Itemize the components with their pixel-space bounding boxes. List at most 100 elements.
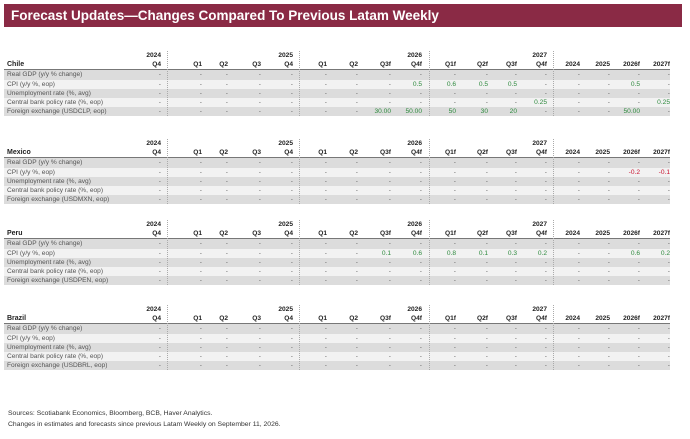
- year-header-row: 2024 2025 2026 2027: [4, 305, 670, 314]
- table-cell: -: [158, 277, 161, 285]
- year-header-row: 2024 2025 2026 2027: [4, 51, 670, 60]
- table-cell: -: [158, 108, 161, 116]
- column-header: Q2: [349, 230, 358, 238]
- table-cell: -: [388, 89, 391, 97]
- column-header: Q1: [318, 230, 327, 238]
- year-divider: [167, 139, 168, 205]
- table-cell: -: [544, 362, 547, 370]
- year-label: 2025: [278, 140, 293, 147]
- column-header: Q4: [284, 230, 293, 238]
- column-header: Q1: [193, 149, 202, 157]
- table-cell: -: [324, 267, 327, 275]
- table-cell: -: [388, 343, 391, 351]
- table-cell: -: [419, 71, 422, 79]
- table-cell: -: [607, 258, 610, 266]
- table-cell: -: [388, 177, 391, 185]
- table-cell: -: [577, 325, 580, 333]
- year-divider: [553, 139, 554, 205]
- table-cell: -: [637, 325, 640, 333]
- table-cell: -: [577, 168, 580, 176]
- table-cell: -: [199, 325, 202, 333]
- table-row: Unemployment rate (%, avg) - - - - - - - - - - - - - -…: [4, 257, 670, 267]
- table-cell: -: [225, 258, 228, 266]
- table-cell: -: [290, 334, 293, 342]
- table-cell: -: [453, 334, 456, 342]
- table-cell: -: [544, 240, 547, 248]
- table-cell: -: [290, 325, 293, 333]
- table-cell: -: [258, 108, 261, 116]
- table-cell: -: [419, 240, 422, 248]
- table-cell: -: [544, 80, 547, 88]
- year-label: 2024: [146, 140, 161, 147]
- column-header: Q3f: [506, 149, 517, 157]
- table-cell: -: [637, 277, 640, 285]
- table-cell: -: [544, 343, 547, 351]
- table-cell: -: [290, 258, 293, 266]
- table-cell: -: [355, 108, 358, 116]
- year-label: 2027: [532, 140, 547, 147]
- table-row: CPI (y/y %, eop) - - - - - - - - - - - - - - - -0.2 -0.1: [4, 167, 670, 177]
- table-cell: -: [258, 267, 261, 275]
- table-cell: -: [355, 196, 358, 204]
- table-cell: -: [388, 325, 391, 333]
- country-label: Chile: [7, 61, 25, 69]
- table-cell: -: [158, 325, 161, 333]
- column-header: 2024: [565, 230, 580, 238]
- year-divider: [299, 139, 300, 205]
- column-header: 2025: [595, 230, 610, 238]
- column-header: Q1: [193, 61, 202, 69]
- table-row: Foreign exchange (USDCLP, eop) - - - - - - - 30.…: [4, 107, 670, 117]
- row-label: Foreign exchange (USDMXN, eop): [7, 196, 110, 204]
- column-header: 2025: [595, 61, 610, 69]
- year-divider: [553, 51, 554, 117]
- table-cell: -: [419, 196, 422, 204]
- table-cell: -: [667, 277, 670, 285]
- table-row: CPI (y/y %, eop) - - - - - - - 0.1 0.6 0.8 0.1 0.3 0.…: [4, 248, 670, 258]
- table-cell: -: [225, 334, 228, 342]
- column-header: Q4: [152, 61, 161, 69]
- table-cell: -: [514, 267, 517, 275]
- table-cell: -: [199, 352, 202, 360]
- table-cell: -: [577, 352, 580, 360]
- table-cell: -: [199, 362, 202, 370]
- column-header: Q4: [152, 230, 161, 238]
- table-cell: -: [667, 177, 670, 185]
- column-header: Q4: [284, 315, 293, 323]
- table-cell: -: [453, 343, 456, 351]
- table-cell: -: [544, 325, 547, 333]
- table-cell: -: [544, 177, 547, 185]
- table-cell: -: [388, 334, 391, 342]
- column-header: Q4f: [536, 61, 547, 69]
- table-cell: -: [577, 267, 580, 275]
- table-cell: -: [199, 80, 202, 88]
- table-cell: -: [355, 168, 358, 176]
- column-header: 2025: [595, 149, 610, 157]
- table-cell: -: [290, 240, 293, 248]
- row-label: CPI (y/y %, eop): [7, 249, 56, 257]
- year-divider: [429, 305, 430, 371]
- column-header: 2027f: [653, 230, 670, 238]
- row-label: CPI (y/y %, eop): [7, 80, 56, 88]
- table-cell: -: [637, 186, 640, 194]
- table-cell: 0.8: [446, 249, 456, 257]
- table-cell: -: [419, 352, 422, 360]
- year-divider: [167, 220, 168, 286]
- table-cell: -: [544, 186, 547, 194]
- column-header: Q2: [219, 61, 228, 69]
- table-cell: -: [514, 168, 517, 176]
- table-cell: -: [290, 168, 293, 176]
- table-cell: -: [258, 177, 261, 185]
- table-cell: -: [324, 343, 327, 351]
- table-cell: -: [637, 240, 640, 248]
- table-cell: -: [290, 343, 293, 351]
- table-cell: -: [485, 362, 488, 370]
- table-cell: -: [607, 177, 610, 185]
- column-header: Q1: [318, 61, 327, 69]
- table-cell: -: [158, 98, 161, 106]
- table-cell: -: [514, 334, 517, 342]
- table-cell: -: [453, 89, 456, 97]
- table-cell: -: [324, 108, 327, 116]
- table-cell: -: [419, 89, 422, 97]
- table-cell: -: [637, 343, 640, 351]
- table-cell: -: [577, 343, 580, 351]
